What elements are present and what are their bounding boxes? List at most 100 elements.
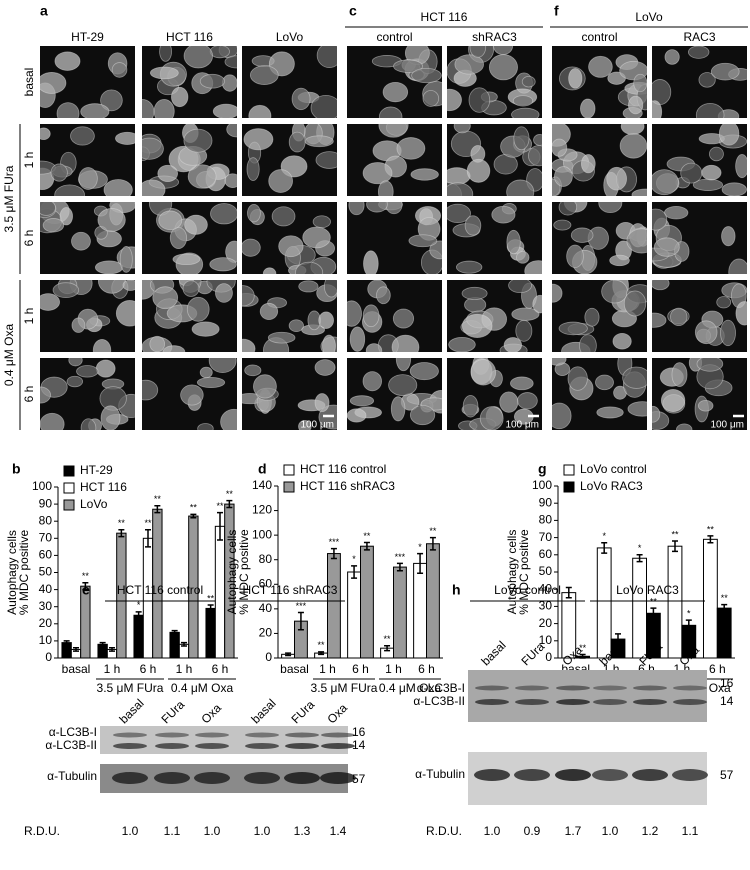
y-tick-label: 140: [252, 478, 272, 492]
y-tick-label: 90: [39, 496, 53, 510]
cell: [470, 359, 497, 386]
cell: [76, 365, 99, 378]
cell: [395, 358, 412, 372]
micrograph: [447, 124, 542, 196]
y-tick-label: 0: [45, 650, 52, 664]
bar: [426, 543, 440, 659]
row-label: 1 h: [22, 308, 36, 325]
error-bar: [429, 536, 436, 551]
cell: [619, 133, 647, 159]
band-label: α-Tubulin: [415, 767, 465, 781]
error-bar: [650, 607, 657, 620]
legend-label: LoVo: [80, 497, 108, 511]
error-bar: [145, 529, 151, 548]
cell: [393, 59, 423, 73]
bar: [360, 545, 374, 659]
band: [321, 732, 355, 738]
error-bar: [707, 535, 714, 544]
micrograph: [242, 202, 337, 274]
cell: [298, 280, 319, 293]
rdu-value: 1.2: [642, 824, 659, 838]
cell: [362, 304, 380, 328]
group-label: 0.4 μM Oxa: [171, 681, 234, 695]
y-axis-label: % MDC positive: [517, 529, 531, 615]
y-axis-label: % MDC positive: [17, 530, 31, 616]
cell: [66, 375, 84, 388]
error-bar: [330, 547, 337, 560]
size-marker: 14: [352, 738, 366, 752]
cell: [447, 203, 471, 223]
bar: [327, 553, 341, 659]
rdu-label: R.D.U.: [426, 824, 462, 838]
cell: [698, 72, 716, 88]
cell: [378, 106, 403, 118]
rdu-value: 1.0: [254, 824, 271, 838]
cell: [242, 285, 255, 307]
cell: [159, 46, 173, 62]
cell: [579, 334, 597, 352]
cell: [71, 231, 91, 251]
significance: **: [318, 640, 326, 650]
band: [556, 699, 590, 705]
panel-letter: c: [349, 3, 357, 19]
micrograph: [652, 46, 747, 118]
cell: [735, 301, 747, 326]
scale-bar-label: 100 μm: [710, 420, 744, 431]
y-tick-label: 90: [539, 495, 553, 509]
y-tick-label: 100: [252, 527, 272, 541]
significance: **: [82, 571, 90, 581]
size-marker: 57: [720, 768, 734, 782]
significance: ***: [329, 537, 340, 547]
band: [195, 743, 229, 749]
cell: [271, 206, 296, 227]
error-bar: [99, 641, 106, 647]
cell: [197, 423, 214, 430]
column-header: HT-29: [71, 30, 104, 44]
x-tick-label: 1 h: [176, 662, 193, 676]
cell: [212, 103, 237, 118]
y-tick-label: 0: [545, 650, 552, 664]
cell: [566, 244, 584, 269]
x-tick-label: 1 h: [319, 662, 336, 676]
cell: [396, 137, 426, 160]
rdu-value: 1.1: [682, 824, 699, 838]
cell: [499, 391, 519, 413]
cell: [511, 107, 540, 118]
cell: [716, 296, 732, 309]
legend-swatch: [63, 482, 75, 494]
cell: [323, 280, 337, 298]
y-tick-label: 100: [32, 479, 52, 493]
error-bar: [109, 646, 115, 652]
rdu-value: 1.0: [122, 824, 139, 838]
group-label: 0.4 μM Oxa: [379, 681, 442, 695]
cell: [718, 124, 740, 146]
legend-swatch: [563, 464, 575, 476]
significance: *: [418, 542, 422, 552]
cell: [209, 46, 230, 59]
cell: [570, 227, 594, 243]
significance: **: [579, 643, 587, 653]
significance: **: [363, 531, 371, 541]
cell: [348, 202, 365, 216]
blot-group-label: LoVo RAC3: [616, 583, 679, 597]
cell: [664, 49, 680, 65]
cell: [462, 394, 479, 418]
error-bar: [601, 542, 608, 554]
cell: [347, 300, 362, 327]
cell: [80, 418, 97, 430]
cell: [468, 87, 491, 113]
cell: [182, 280, 200, 297]
band: [593, 699, 627, 705]
cell: [584, 307, 600, 327]
cell: [479, 406, 504, 430]
cell: [314, 393, 330, 412]
cell: [735, 154, 747, 179]
x-tick-label: 6 h: [709, 662, 726, 676]
cell: [382, 81, 409, 103]
cell: [411, 67, 442, 84]
y-tick-label: 70: [539, 530, 553, 544]
micrograph: [347, 124, 442, 196]
x-tick-label: 1 h: [104, 662, 121, 676]
cell: [622, 366, 647, 389]
